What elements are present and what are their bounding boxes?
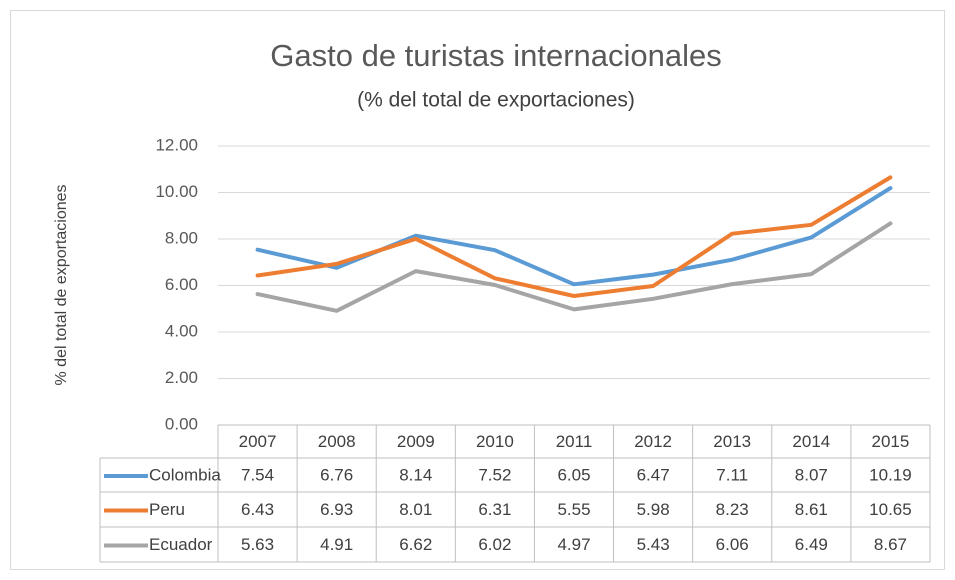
y-tick-label: 2.00	[165, 368, 198, 387]
table-value: 6.93	[320, 500, 353, 519]
table-value: 6.62	[399, 535, 432, 554]
x-tick-label: 2015	[872, 432, 910, 451]
table-value: 7.52	[478, 465, 511, 484]
y-tick-label: 10.00	[155, 182, 198, 201]
table-value: 6.76	[320, 465, 353, 484]
table-value: 5.98	[637, 500, 670, 519]
legend-label: Peru	[149, 500, 185, 519]
table-value: 10.65	[869, 500, 912, 519]
table-value: 7.11	[716, 465, 748, 484]
table-value: 5.55	[557, 500, 590, 519]
table-value: 8.23	[716, 500, 749, 519]
table-value: 10.19	[869, 465, 912, 484]
chart-border	[10, 10, 945, 570]
series-line	[255, 221, 893, 313]
table-value: 6.02	[478, 535, 511, 554]
x-tick-label: 2013	[713, 432, 751, 451]
legend-label: Ecuador	[149, 535, 213, 554]
y-tick-label: 6.00	[165, 275, 198, 294]
x-tick-label: 2012	[634, 432, 672, 451]
y-axis-title: % del total de exportaciones	[53, 184, 70, 385]
x-tick-label: 2008	[318, 432, 356, 451]
table-value: 4.97	[557, 535, 590, 554]
table-value: 8.61	[795, 500, 828, 519]
table-value: 4.91	[320, 535, 353, 554]
table-value: 5.43	[637, 535, 670, 554]
x-tick-label: 2009	[397, 432, 435, 451]
chart-subtitle: (% del total de exportaciones)	[357, 89, 635, 112]
series-line	[255, 175, 893, 298]
x-tick-label: 2011	[556, 432, 593, 451]
table-value: 6.49	[795, 535, 828, 554]
table-value: 5.63	[241, 535, 274, 554]
y-tick-label: 0.00	[165, 414, 198, 433]
legend-label: Colombia	[149, 465, 221, 484]
table-value: 7.54	[241, 465, 274, 484]
x-tick-label: 2007	[239, 432, 277, 451]
table-value: 6.06	[716, 535, 749, 554]
y-tick-label: 8.00	[165, 228, 198, 247]
table-value: 6.43	[241, 500, 274, 519]
table-value: 6.05	[557, 465, 590, 484]
chart-title: Gasto de turistas internacionales	[270, 38, 721, 73]
table-value: 8.07	[795, 465, 828, 484]
table-value: 6.47	[637, 465, 670, 484]
x-tick-label: 2014	[792, 432, 830, 451]
y-tick-label: 4.00	[165, 321, 198, 340]
table-value: 6.31	[478, 500, 511, 519]
x-tick-label: 2010	[476, 432, 514, 451]
table-value: 8.01	[399, 500, 432, 519]
y-tick-label: 12.00	[155, 135, 198, 154]
table-value: 8.67	[874, 535, 907, 554]
table-value: 8.14	[399, 465, 432, 484]
